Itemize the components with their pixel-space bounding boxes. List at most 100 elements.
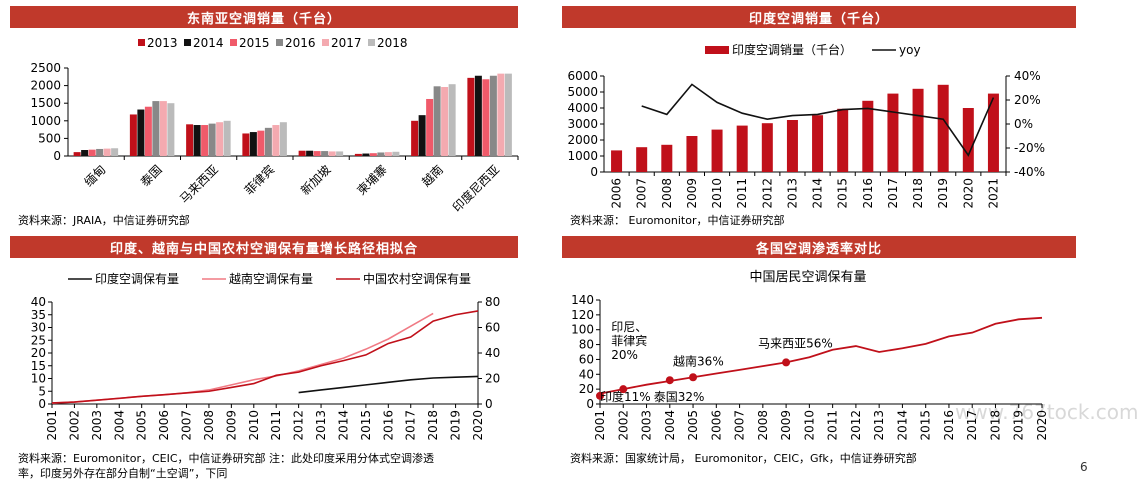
legend-label: 中国农村空调保有量 <box>363 271 471 286</box>
x-tick-label: 2013 <box>785 178 799 209</box>
bar <box>497 73 505 156</box>
y-tick-label-right: 60 <box>485 321 500 335</box>
bar <box>937 84 949 172</box>
x-tick-label: 2003 <box>640 410 654 441</box>
y-tick-label: 2000 <box>30 79 61 93</box>
bar <box>167 103 175 156</box>
bar <box>761 123 773 172</box>
x-tick-label: 2015 <box>836 178 850 209</box>
bar <box>186 124 194 156</box>
y-tick-label: 120 <box>571 308 594 322</box>
x-tick-label: 2014 <box>811 178 825 209</box>
bar <box>711 129 723 172</box>
bar <box>912 88 924 172</box>
x-tick-label: 新加坡 <box>297 162 333 198</box>
x-tick-label: 2009 <box>685 178 699 209</box>
x-tick-label: 2020 <box>961 178 975 209</box>
bar <box>369 153 377 156</box>
y-tick-label: 4000 <box>567 101 598 115</box>
y-tick-label: 30 <box>31 321 46 335</box>
x-tick-label: 2010 <box>710 178 724 209</box>
legend-swatch <box>322 39 329 46</box>
x-tick-label: 2009 <box>224 410 238 441</box>
legend-swatch <box>276 39 283 46</box>
x-tick-label: 2006 <box>610 178 624 209</box>
y-tick-label-right: 40 <box>485 346 500 360</box>
y-tick-label: 0 <box>38 397 46 411</box>
series-line <box>599 316 1043 395</box>
bar <box>611 150 623 172</box>
series-line <box>298 375 479 394</box>
annotation-label: 越南36% <box>673 353 724 368</box>
bar <box>392 151 400 156</box>
y-tick-label: 80 <box>579 338 594 352</box>
x-tick-label: 2013 <box>314 410 328 441</box>
annotation-label: 印尼、 <box>611 320 647 334</box>
x-tick-label: 2013 <box>872 410 886 441</box>
x-tick-label: 2009 <box>779 410 793 441</box>
bar <box>328 151 336 156</box>
y-tick-label: 40 <box>579 367 594 381</box>
x-tick-label: 2004 <box>112 410 126 441</box>
bar <box>448 84 456 156</box>
bar <box>962 108 974 172</box>
bar <box>362 153 370 156</box>
y-tick-label: 60 <box>579 352 594 366</box>
x-tick-label: 2007 <box>733 410 747 441</box>
legend-label-bar: 印度空调销量（千台） <box>732 42 852 57</box>
legend-label: 越南空调保有量 <box>229 271 313 286</box>
x-tick-label: 2010 <box>802 410 816 441</box>
panel-title-penetration: 各国空调渗透率对比 <box>562 236 1076 258</box>
source-sea: 资料来源：JRAIA，中信证券研究部 <box>18 214 190 227</box>
bar <box>418 115 426 156</box>
series-line <box>51 312 434 405</box>
legend-label: 2017 <box>331 36 362 50</box>
x-tick-label: 2011 <box>269 410 283 441</box>
y-tick-label: 40 <box>31 295 46 309</box>
bar <box>279 122 287 156</box>
y-tick-label-right: 40% <box>1014 69 1041 83</box>
x-tick-label: 2019 <box>936 178 950 209</box>
series-line <box>51 310 479 404</box>
y-tick-label: 15 <box>31 359 46 373</box>
legend-label: 2015 <box>239 36 270 50</box>
annotation-marker <box>596 391 604 400</box>
bar <box>433 86 441 156</box>
x-tick-label: 2014 <box>336 410 350 441</box>
y-tick-label: 1500 <box>30 96 61 110</box>
bar <box>987 93 999 172</box>
x-tick-label: 2002 <box>616 410 630 441</box>
x-tick-label: 2007 <box>635 178 649 209</box>
bar <box>786 120 798 172</box>
legend-label-line: yoy <box>899 43 921 57</box>
bar <box>144 106 152 156</box>
bar <box>862 100 874 172</box>
x-tick-label: 2001 <box>593 410 607 441</box>
x-tick-label: 2011 <box>826 410 840 441</box>
source-india: 资料来源： Euromonitor，中信证券研究部 <box>570 214 785 227</box>
bar <box>887 93 899 172</box>
y-tick-label-right: 0% <box>1014 117 1033 131</box>
x-tick-label: 2016 <box>861 178 875 209</box>
y-tick-label: 500 <box>38 131 61 145</box>
source-penetration: 资料来源：国家统计局， Euromonitor，CEIC，Gfk，中信证券研究部 <box>570 452 917 465</box>
bar <box>208 123 216 156</box>
y-tick-label: 0 <box>590 165 598 179</box>
y-tick-label: 10 <box>31 372 46 386</box>
y-tick-label: 6000 <box>567 69 598 83</box>
bar <box>298 150 306 156</box>
x-tick-label: 2016 <box>381 410 395 441</box>
page-number: 6 <box>1080 460 1088 474</box>
watermark: www.767tock.com <box>955 400 1139 424</box>
bar <box>249 132 257 156</box>
x-tick-label: 2018 <box>426 410 440 441</box>
annotation-label: 马来西亚56% <box>758 336 833 350</box>
x-tick-label: 2002 <box>67 410 81 441</box>
bar <box>686 136 698 172</box>
panel-title-india: 印度空调销量（千台） <box>562 6 1076 28</box>
x-tick-label: 2010 <box>247 410 261 441</box>
y-tick-label: 0 <box>586 397 594 411</box>
legend-swatch <box>368 39 375 46</box>
x-tick-label: 2012 <box>849 410 863 441</box>
y-tick-label-right: -40% <box>1014 165 1045 179</box>
